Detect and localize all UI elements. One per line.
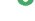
Logistic Regression (area = 0.61) bbox=[11, 11, 12, 12]
Logistic Regression (area = 0.61) bbox=[4, 18, 5, 19]
Logistic Regression (area = 0.61) bbox=[14, 6, 15, 7]
Text: 0.4: 0.4 bbox=[0, 0, 35, 17]
Text: 0.3: 0.3 bbox=[2, 0, 35, 16]
Text: 0.25: 0.25 bbox=[0, 0, 35, 16]
Text: 0.54: 0.54 bbox=[0, 0, 35, 18]
Line: KNN (area = 0.62): KNN (area = 0.62) bbox=[4, 3, 32, 19]
Text: 0.28: 0.28 bbox=[3, 0, 35, 15]
KNN (area = 0.62) bbox=[29, 3, 30, 4]
Text: 0.6: 0.6 bbox=[0, 5, 25, 21]
Logistic Regression (area = 0.61) bbox=[10, 11, 11, 12]
Text: 0.56: 0.56 bbox=[0, 1, 35, 21]
KNN (area = 0.62) bbox=[30, 3, 31, 4]
Text: 0.5: 0.5 bbox=[15, 0, 35, 12]
Logistic Regression (area = 0.61) bbox=[5, 17, 6, 18]
Line: Logistic Regression (area = 0.61): Logistic Regression (area = 0.61) bbox=[4, 3, 32, 19]
Text: 0.52: 0.52 bbox=[0, 0, 35, 18]
Text: 0.7: 0.7 bbox=[0, 7, 24, 21]
Legend: KNN (area = 0.62), Logistic Regression (area = 0.61): KNN (area = 0.62), Logistic Regression (… bbox=[0, 0, 16, 4]
KNN (area = 0.62) bbox=[10, 9, 11, 10]
Logistic Regression (area = 0.61) bbox=[30, 3, 31, 4]
Text: 0.38: 0.38 bbox=[0, 0, 35, 17]
Text: 0.58: 0.58 bbox=[0, 3, 34, 21]
Text: 0.65: 0.65 bbox=[0, 6, 32, 21]
Text: 0.17: 0.17 bbox=[1, 0, 35, 15]
Text: 0.44: 0.44 bbox=[0, 0, 35, 18]
KNN (area = 0.62) bbox=[4, 17, 5, 18]
Text: Threshold: Threshold bbox=[0, 0, 35, 10]
Logistic Regression (area = 0.61) bbox=[4, 18, 5, 19]
